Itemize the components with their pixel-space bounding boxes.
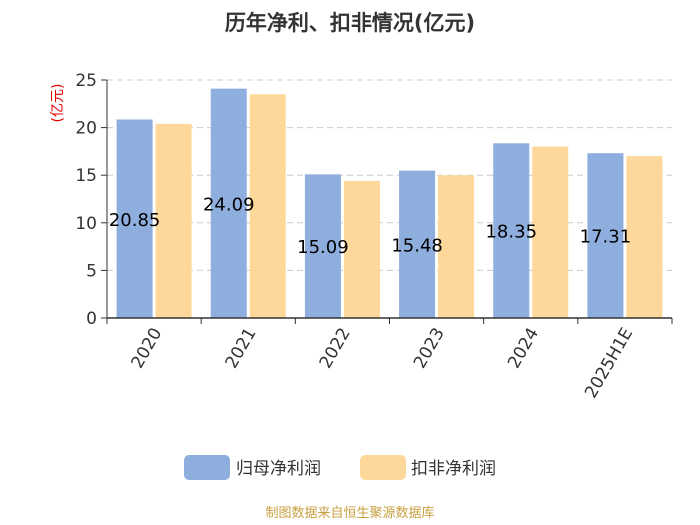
x-tick-label-2023: 2023 [410,325,449,372]
x-tick-label-2025H1E: 2025H1E [581,325,637,402]
data-label-2025H1E: 17.31 [580,227,632,248]
data-label-2022: 15.09 [297,237,349,258]
data-labels: 20.85 24.09 15.09 15.48 18.35 17.31 [109,194,631,258]
x-tick-label-2021: 2021 [222,325,261,372]
legend-label: 扣非净利润 [411,459,496,479]
legend-item-net-profit[interactable]: 归母净利润 [184,455,321,480]
x-tick-label-2024: 2024 [504,325,543,372]
data-label-2023: 15.48 [391,235,443,256]
bar-deducted-profit-2021 [249,94,286,318]
bar-net-profit-2021 [210,88,247,318]
y-tick-label: 15 [75,166,97,186]
bar-net-profit-2022 [304,174,341,318]
y-tick-label: 5 [86,261,97,281]
x-tick-label-2022: 2022 [316,325,355,372]
chart-title: 历年净利、扣非情况(亿元) [225,11,475,35]
bar-deducted-profit-2023 [438,175,475,318]
legend-swatch [184,455,230,480]
y-tick-label: 20 [75,119,97,139]
data-label-2024: 18.35 [485,222,537,243]
data-label-2020: 20.85 [109,210,161,231]
data-label-2021: 24.09 [203,194,255,215]
bar-deducted-profit-2024 [532,146,569,318]
legend[interactable]: 归母净利润 扣非净利润 [184,455,496,480]
y-axis-unit-label: (亿元) [50,84,66,123]
legend-item-deducted-profit[interactable]: 扣非净利润 [360,455,496,480]
legend-label: 归母净利润 [236,459,321,479]
bar-net-profit-2025H1E [587,153,624,318]
bar-net-profit-2024 [493,143,530,318]
y-tick-label: 0 [86,309,97,329]
grid [107,79,672,271]
bar-net-profit-2020 [116,119,153,319]
bar-deducted-profit-2022 [343,180,380,318]
bars [116,88,663,319]
y-tick-label: 10 [75,214,97,234]
legend-swatch [360,455,406,480]
bar-deducted-profit-2025H1E [626,156,663,318]
source-note: 制图数据来自恒生聚源数据库 [265,505,434,521]
bar-deducted-profit-2020 [155,123,192,319]
bar-net-profit-2023 [399,170,436,318]
x-tick-label-2020: 2020 [127,325,166,372]
y-tick-label: 25 [75,71,97,91]
